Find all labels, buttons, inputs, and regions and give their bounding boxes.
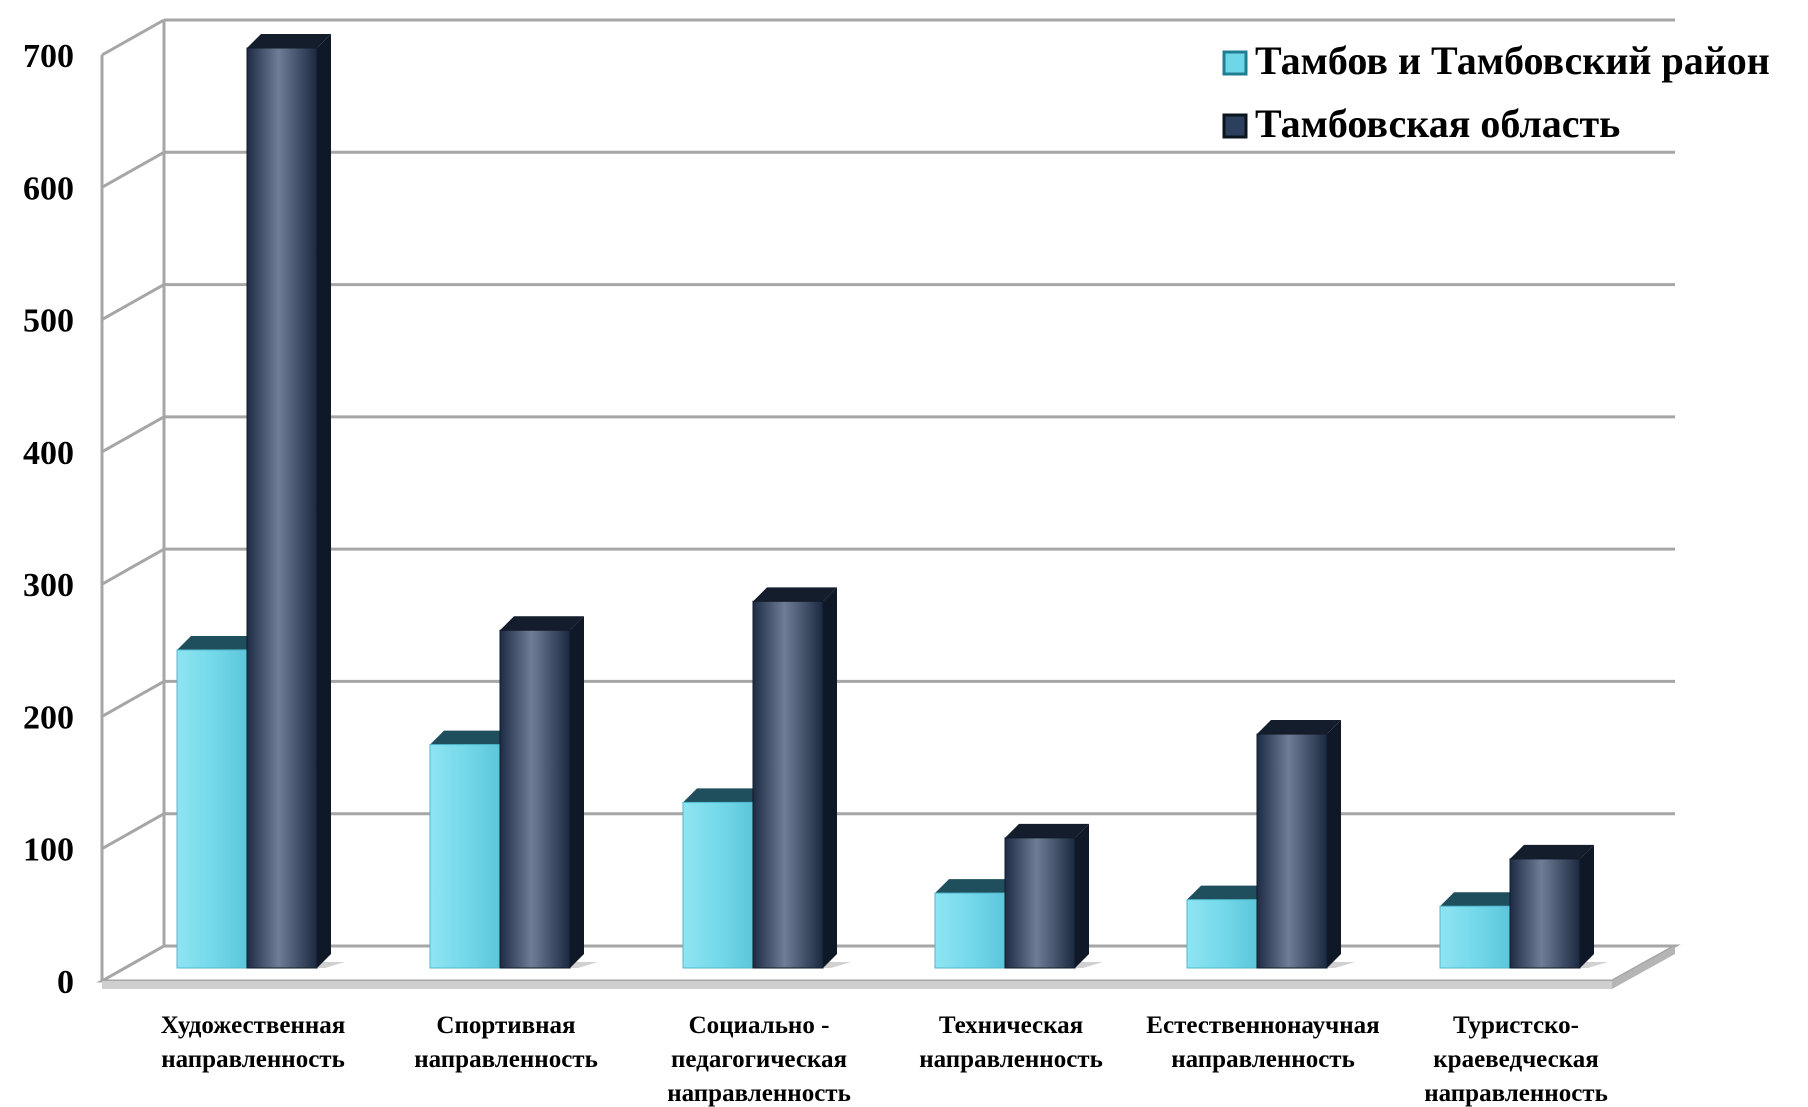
y-tick-label: 700 (23, 38, 74, 75)
gridline-diagonal (101, 18, 165, 57)
bar-top (1005, 823, 1089, 838)
bar-top (683, 788, 767, 803)
legend-label: Тамбов и Тамбовский район (1255, 38, 1770, 83)
bar-side (1580, 844, 1594, 968)
legend-swatch (1222, 113, 1248, 139)
bar-side (1327, 720, 1341, 968)
gridline-diagonal (101, 415, 165, 454)
bar-top (177, 635, 261, 650)
bar-top (753, 587, 837, 602)
bar-top (500, 616, 584, 631)
legend-label: Тамбовская область (1255, 101, 1620, 146)
x-tick-label: Туристско- (1453, 1012, 1579, 1039)
x-tick-label: направленность (161, 1046, 345, 1073)
bar-top (1440, 892, 1524, 907)
y-tick-label: 500 (23, 303, 74, 340)
bar (499, 629, 571, 969)
grid (101, 18, 1675, 983)
x-tick-label: направленность (1424, 1080, 1608, 1107)
bar-top (1257, 720, 1341, 735)
x-tick-label: направленность (667, 1080, 851, 1107)
bar-top (247, 34, 331, 48)
x-tick-label: краеведческая (1433, 1046, 1598, 1073)
bar-side (317, 34, 331, 968)
x-tick-label: Естественнонаучная (1146, 1012, 1379, 1039)
bar (1439, 905, 1511, 969)
floor-edge (102, 981, 1612, 989)
x-tick-label: направленность (414, 1046, 598, 1073)
gridline-diagonal (101, 680, 165, 718)
x-tick-label: Техническая (939, 1012, 1083, 1039)
y-tick-label: 600 (23, 170, 74, 207)
gridline-diagonal (101, 150, 165, 189)
bar-side (823, 587, 837, 968)
floor-edge-side (1612, 946, 1675, 989)
gridline-diagonal (101, 812, 165, 851)
bar (934, 892, 1006, 969)
gridline-diagonal (101, 547, 165, 586)
x-tick-label: Спортивная (436, 1012, 575, 1039)
bar-top (1510, 844, 1594, 859)
x-tick-label: Художественная (161, 1012, 346, 1039)
y-tick-label: 0 (57, 964, 74, 1001)
bar (176, 649, 248, 969)
labels: 0 100 200 300 400 500 600 700 Художественная напр… (23, 38, 1608, 1107)
axes (96, 20, 1681, 989)
bar (1509, 858, 1581, 969)
x-tick-label: направленность (1171, 1046, 1355, 1073)
bar (1004, 837, 1076, 969)
gridline-diagonal (101, 283, 165, 321)
x-tick-label: Социально - (689, 1012, 830, 1039)
x-tick-label: педагогическая (671, 1046, 847, 1073)
legend-swatch (1222, 50, 1248, 76)
y-tick-label: 300 (23, 567, 74, 604)
bar (246, 47, 318, 969)
bar-side (570, 616, 584, 968)
bar (682, 801, 754, 969)
y-tick-label: 400 (23, 435, 74, 472)
bar-top (1187, 885, 1271, 900)
legend: Тамбов и Тамбовский район Тамбовская обла… (1222, 38, 1770, 146)
bar-top (430, 730, 514, 745)
bar-side (1075, 823, 1089, 968)
bar (752, 600, 824, 969)
bar (429, 744, 501, 969)
bar (1256, 733, 1328, 969)
bar (1186, 899, 1258, 969)
bars (176, 34, 1608, 969)
y-tick-label: 200 (23, 699, 74, 736)
bar-top (935, 879, 1019, 894)
y-tick-label: 100 (23, 832, 74, 869)
x-tick-label: направленность (919, 1046, 1103, 1073)
